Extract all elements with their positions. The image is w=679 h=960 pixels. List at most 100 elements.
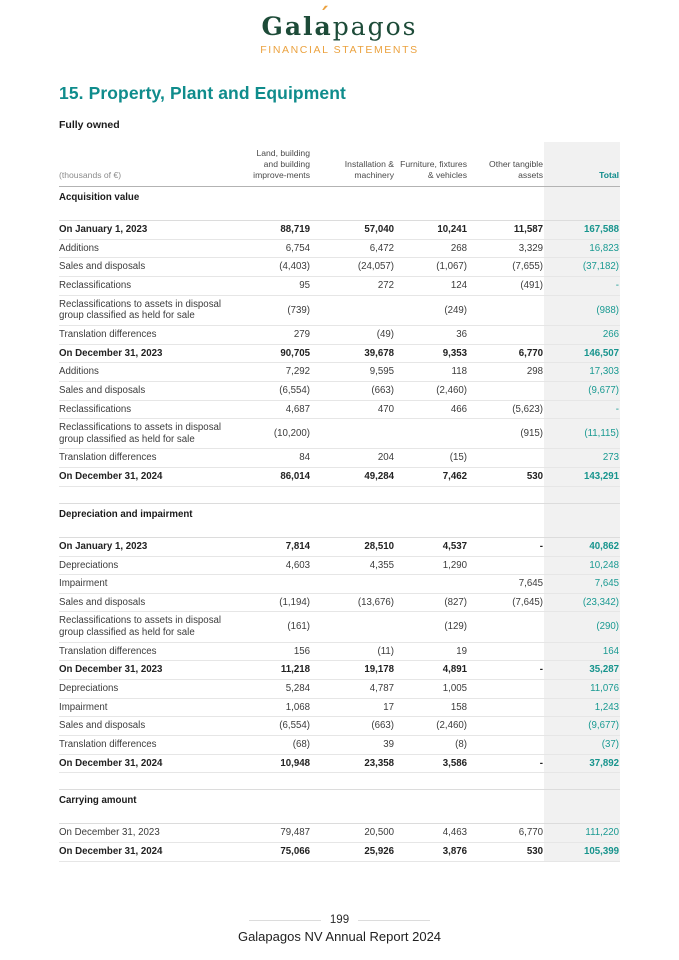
value-cell: (249) [395, 295, 468, 327]
value-cell [468, 611, 544, 643]
total-cell: (37) [544, 735, 620, 755]
row-label: On December 31, 2023 [59, 660, 237, 681]
value-cell [311, 418, 395, 450]
row-label: Impairment [59, 698, 237, 718]
value-cell: (1,067) [395, 257, 468, 278]
value-cell: 6,770 [468, 823, 544, 844]
value-cell: 19 [395, 642, 468, 662]
value-cell: 272 [311, 276, 395, 296]
value-cell: 17 [311, 698, 395, 718]
row-label: Depreciations [59, 556, 237, 576]
value-cell: 9,353 [395, 344, 468, 364]
logo-accented-a: a ´ [314, 4, 333, 41]
table-row: Depreciations 4,603 4,355 1,290 10,248 [59, 556, 620, 576]
value-cell: (663) [311, 381, 395, 401]
section-title: Acquisition value [59, 192, 140, 204]
total-cell: 143,291 [544, 467, 620, 487]
value-cell: 9,595 [311, 362, 395, 382]
total-cell: 35,287 [544, 660, 620, 681]
value-cell: 124 [395, 276, 468, 296]
financial-statements-tagline: FINANCIAL STATEMENTS [260, 43, 419, 56]
row-label: Sales and disposals [59, 716, 237, 736]
section-gap-row [59, 772, 620, 790]
total-cell: 273 [544, 448, 620, 469]
table-row: On January 1, 2023 7,814 28,510 4,537-40,86… [59, 537, 620, 557]
value-cell [468, 325, 544, 345]
value-cell: (6,554) [237, 716, 311, 736]
page-number: 199 [329, 914, 350, 926]
value-cell: 7,814 [237, 537, 311, 557]
row-label: Sales and disposals [59, 257, 237, 278]
value-cell: (7,645) [468, 593, 544, 613]
row-label: Reclassifications [59, 276, 237, 296]
col-header-installation-machinery: Installation & machinery [311, 141, 395, 188]
value-cell: 7,292 [237, 362, 311, 382]
table-row: On December 31, 2024 86,014 49,284 7,462 530… [59, 467, 620, 487]
table-row: Reclassifications to assets in disposal … [59, 611, 620, 643]
page-footer: 199 Galapagos NV Annual Report 2024 [0, 914, 679, 944]
row-label: Reclassifications to assets in disposal … [59, 418, 237, 450]
gap-cell-total [544, 486, 620, 504]
value-cell: 1,005 [395, 679, 468, 699]
value-cell [468, 642, 544, 662]
spacer-cell [468, 207, 544, 222]
galapagos-logo: Gala ´ pagos [0, 4, 679, 41]
logo-text-rest: pagos [332, 12, 418, 41]
total-cell: 167,588 [544, 220, 620, 240]
spacer-cell [311, 810, 395, 825]
spacer-cell [395, 810, 468, 825]
gap-cell [468, 486, 544, 503]
table-row: Reclassifications to assets in disposal … [59, 418, 620, 450]
value-cell [311, 611, 395, 643]
row-label: Depreciations [59, 679, 237, 699]
value-cell [468, 716, 544, 736]
col-header-total: Total [544, 141, 620, 188]
value-cell: 4,891 [395, 660, 468, 681]
row-label: On January 1, 2023 [59, 537, 237, 557]
value-cell: 470 [311, 400, 395, 420]
spacer-cell-total [544, 810, 620, 825]
total-cell: 7,645 [544, 574, 620, 594]
value-cell [468, 698, 544, 718]
table-row: Depreciations 5,284 4,787 1,005 11,076 [59, 679, 620, 699]
col-header-land-building: Land, building and building improve-ment… [237, 141, 311, 188]
total-cell: 10,248 [544, 556, 620, 576]
value-cell [468, 448, 544, 469]
row-label: Impairment [59, 574, 237, 594]
row-label: Translation differences [59, 325, 237, 345]
value-cell: (663) [311, 716, 395, 736]
table-row: Impairment 1,068 17 158 1,243 [59, 698, 620, 718]
value-cell [468, 735, 544, 755]
value-cell: 25,926 [311, 842, 395, 862]
value-cell: 279 [237, 325, 311, 345]
value-cell: (10,200) [237, 418, 311, 450]
value-cell: (13,676) [311, 593, 395, 613]
row-label: Additions [59, 362, 237, 382]
gap-cell [311, 486, 395, 503]
value-cell [468, 556, 544, 576]
value-cell: 39 [311, 735, 395, 755]
spacer-cell [237, 207, 311, 222]
table-row: Reclassifications 95 272 124 (491) - [59, 276, 620, 296]
value-cell: (4,403) [237, 257, 311, 278]
total-cell: (23,342) [544, 593, 620, 613]
total-cell: - [544, 276, 620, 296]
value-cell: (491) [468, 276, 544, 296]
row-label: On January 1, 2023 [59, 220, 237, 240]
table-row: Sales and disposals (6,554) (663) (2,460) (9… [59, 381, 620, 401]
row-label: Reclassifications to assets in disposal … [59, 295, 237, 327]
table-row: Sales and disposals (6,554) (663) (2,460) (9… [59, 716, 620, 736]
ppe-table: (thousands of €) Land, building and buil… [59, 141, 620, 862]
value-cell: 6,770 [468, 344, 544, 364]
table-row: Additions 6,754 6,472 268 3,329 16,823 [59, 239, 620, 259]
total-cell: 17,303 [544, 362, 620, 382]
row-label: On December 31, 2024 [59, 467, 237, 487]
table-row: Reclassifications to assets in disposal … [59, 295, 620, 327]
value-cell: 530 [468, 467, 544, 487]
table-row: On December 31, 2024 75,066 25,926 3,876 530… [59, 842, 620, 862]
value-cell: 4,603 [237, 556, 311, 576]
row-label: On December 31, 2024 [59, 842, 237, 862]
spacer-cell [311, 524, 395, 538]
section-title-total-cell [544, 502, 620, 525]
value-cell: 204 [311, 448, 395, 469]
